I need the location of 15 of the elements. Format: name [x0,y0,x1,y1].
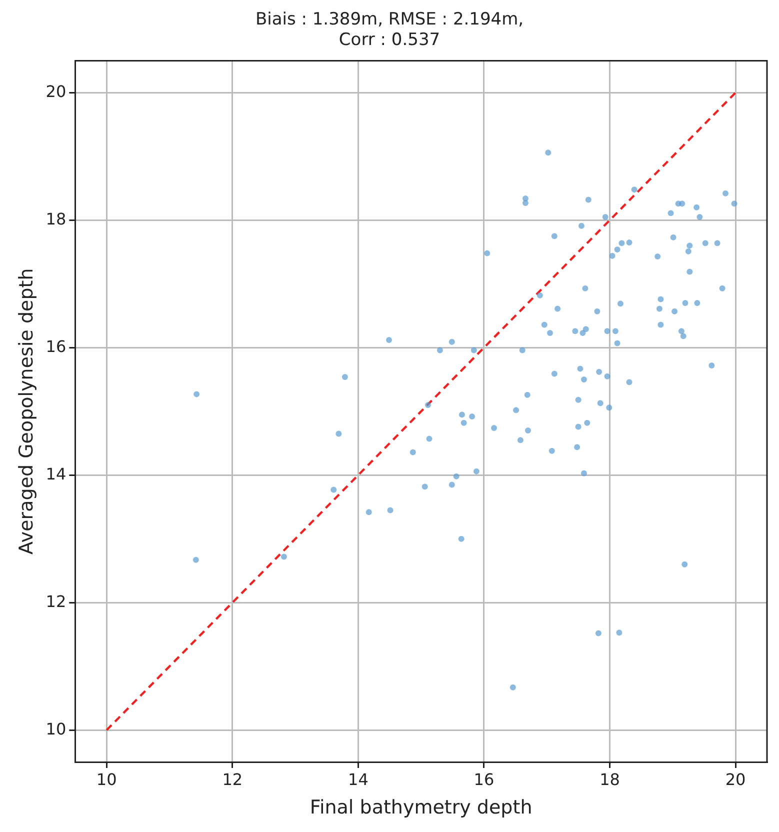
y-axis-title: Averaged Geopolynesie depth [15,268,38,555]
x-tick-label: 12 [222,770,243,789]
y-tick-label: 18 [46,209,66,228]
x-tick-label: 18 [600,770,620,789]
chart-title: Biais : 1.389m, RMSE : 2.194m, Corr : 0.537 [255,10,524,50]
x-tick-label: 20 [725,770,746,789]
y-tick-label: 20 [46,82,66,101]
y-tick-label: 10 [46,719,66,738]
y-tick-label: 12 [46,592,66,611]
x-tick-label: 16 [474,770,494,789]
x-axis-title: Final bathymetry depth [310,796,532,819]
x-tick-label: 10 [96,770,117,789]
y-tick-label: 14 [46,464,66,484]
y-tick-label: 16 [46,336,66,356]
x-tick-label: 14 [348,770,368,789]
